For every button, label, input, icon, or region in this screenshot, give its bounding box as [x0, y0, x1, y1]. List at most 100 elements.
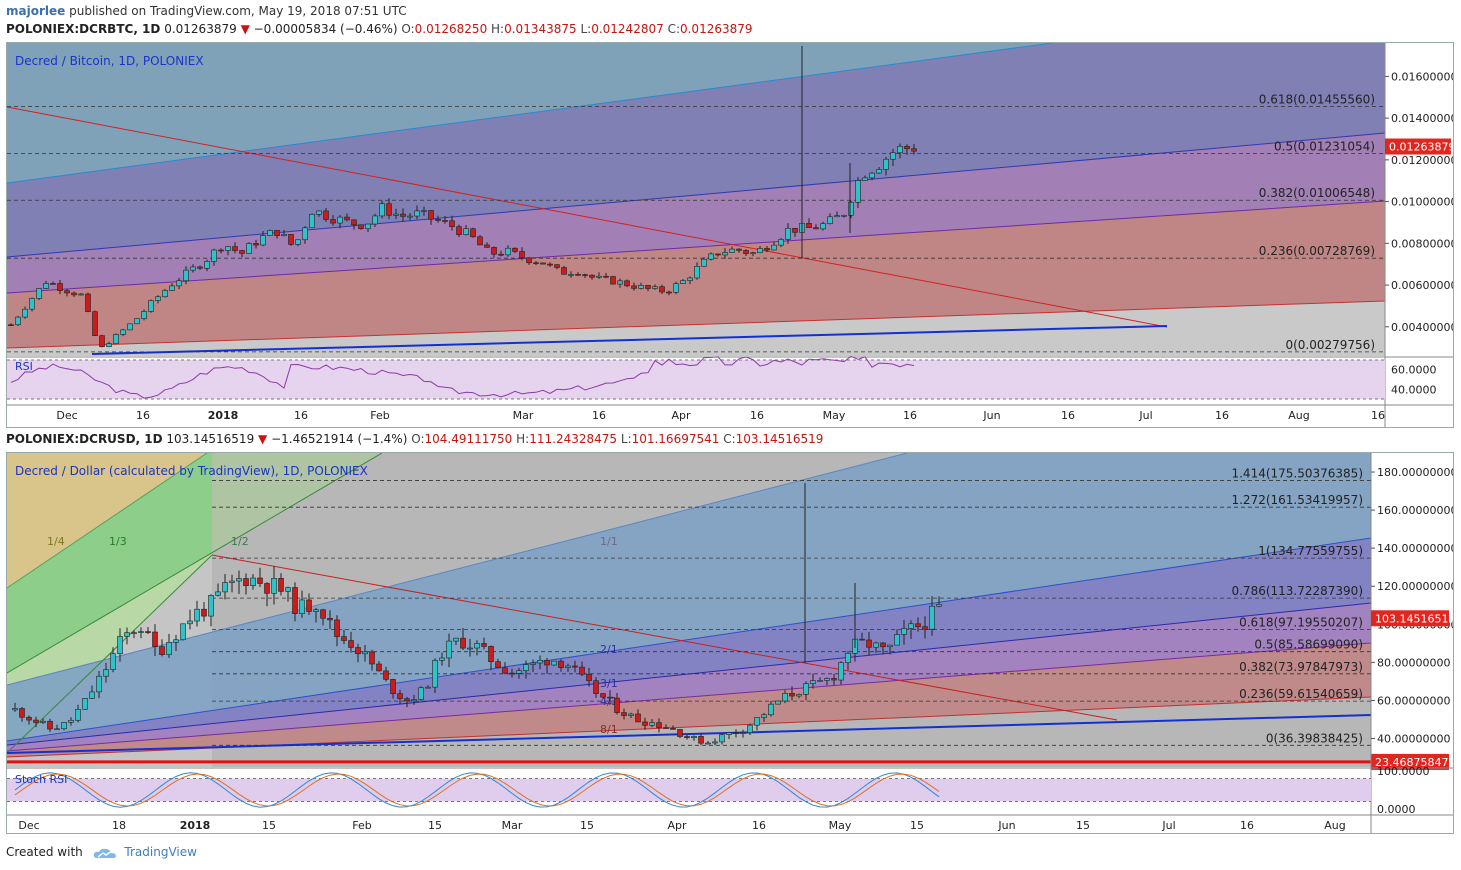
fib-level-label: 1.272(161.53419957)	[1231, 493, 1363, 507]
candle-body	[628, 713, 634, 716]
pitchfork-line	[7, 642, 1372, 752]
candle-body	[281, 234, 287, 236]
candle-body	[397, 693, 403, 699]
candle-body	[645, 285, 651, 289]
candle-body	[201, 608, 207, 617]
chart2-o-label: O:	[411, 432, 425, 446]
candle-body	[775, 700, 781, 705]
candle-body	[236, 578, 242, 582]
candle-body	[8, 324, 14, 327]
candle-body	[638, 285, 644, 289]
pitchfork-band-mid	[7, 133, 1385, 293]
chart1-c-label: C:	[667, 22, 680, 36]
candle-body	[708, 253, 714, 260]
publisher-line: majorlee published on TradingView.com, M…	[6, 4, 407, 18]
candle-body	[61, 722, 67, 730]
candle-body	[117, 636, 123, 655]
candle-body	[50, 283, 56, 285]
candle-body	[26, 716, 32, 721]
candle-body	[467, 647, 473, 650]
candle-body	[327, 617, 333, 621]
candle-body	[386, 203, 392, 216]
candle-body	[344, 216, 350, 221]
x-tick-label: Apr	[667, 819, 687, 832]
chart1-close: 0.01263879	[679, 22, 753, 36]
candle-body	[635, 713, 641, 723]
chart1-legend: POLONIEX:DCRBTC, 1D 0.01263879 ▼ −0.0000…	[6, 22, 753, 36]
candle-body	[404, 698, 410, 702]
support-trendline	[7, 714, 1372, 754]
candle-body	[764, 248, 770, 251]
chart1-title: Decred / Bitcoin, 1D, POLONIEX	[15, 54, 204, 68]
candle-body	[617, 280, 623, 285]
candle-body	[260, 235, 266, 246]
candle-body	[337, 216, 343, 224]
x-tick-label: 16	[1061, 409, 1075, 422]
x-tick-label: 16	[752, 819, 766, 832]
candle-body	[803, 683, 809, 695]
candle-body	[463, 228, 469, 235]
candle-body	[817, 680, 823, 682]
candle-body	[246, 243, 252, 254]
support-trendline	[91, 325, 1168, 355]
candle-body	[936, 604, 942, 607]
x-tick-label: 15	[428, 819, 442, 832]
candle-body	[141, 311, 147, 319]
x-tick-label: Dec	[56, 409, 77, 422]
candle-body	[523, 664, 529, 671]
x-tick-label: 16	[1371, 409, 1385, 422]
stoch-tick-label: 0.0000	[1377, 803, 1416, 816]
chart1-symbol[interactable]: POLONIEX:DCRBTC, 1D	[6, 22, 161, 36]
candle-body	[138, 631, 144, 633]
candle-body	[596, 275, 602, 278]
candle-body	[176, 280, 182, 287]
fib-level-label: 0.5(85.58699090)	[1254, 638, 1363, 652]
chart2-legend: POLONIEX:DCRUSD, 1D 103.14516519 ▼ −1.46…	[6, 432, 823, 446]
candle-body	[841, 214, 847, 217]
candle-body	[292, 587, 298, 614]
chart2-svg[interactable]: 23.46875847 1.414(175.50376385) 1.272(161.…	[7, 453, 1453, 833]
chart2-symbol[interactable]: POLONIEX:DCRUSD, 1D	[6, 432, 163, 446]
candle-body	[393, 213, 399, 216]
pitchfork-lower-line	[7, 300, 1386, 349]
candle-body	[887, 644, 893, 648]
candle-body	[796, 694, 802, 697]
candle-body	[785, 228, 791, 240]
candle-body	[782, 693, 788, 702]
author-link[interactable]: majorlee	[6, 4, 66, 18]
candle-body	[481, 643, 487, 647]
candle-body	[666, 291, 672, 294]
candle-body	[603, 275, 609, 278]
stoch-tick-label: 100.0000	[1377, 765, 1430, 778]
chart2-c-label: C:	[723, 432, 736, 446]
gann-line-1-4	[7, 453, 208, 589]
candle-body	[673, 283, 679, 293]
candle-body	[575, 274, 581, 276]
chart1-svg[interactable]: 0.618(0.01455560) 0.5(0.01231054) 0.382(0.…	[7, 43, 1453, 427]
candle-body	[526, 257, 532, 264]
candle-body	[421, 210, 427, 212]
tradingview-link[interactable]: TradingView	[124, 845, 197, 859]
candle-body	[82, 698, 88, 710]
candle-body	[593, 680, 599, 694]
candle-body	[519, 251, 525, 259]
candle-body	[582, 274, 588, 276]
candle-body	[831, 678, 837, 681]
candle-body	[449, 220, 455, 227]
candle-body	[565, 665, 571, 668]
chart1-pane[interactable]: 0.618(0.01455560) 0.5(0.01231054) 0.382(0.…	[6, 42, 1454, 428]
x-tick-label: Jun	[997, 819, 1015, 832]
candle-body	[152, 631, 158, 647]
candle-body	[33, 719, 39, 723]
y-tick-label: 0.00400000	[1391, 321, 1453, 334]
candle-body	[733, 732, 739, 734]
candle-body	[159, 646, 165, 655]
candle-body	[271, 578, 277, 594]
candle-body	[866, 639, 872, 648]
candle-body	[229, 580, 235, 583]
chart2-pane[interactable]: 23.46875847 1.414(175.50376385) 1.272(161.…	[6, 452, 1454, 834]
candle-body	[722, 252, 728, 256]
candle-body	[162, 290, 168, 298]
x-tick-label: 16	[592, 409, 606, 422]
pitchfork-band-lower	[7, 643, 1371, 757]
